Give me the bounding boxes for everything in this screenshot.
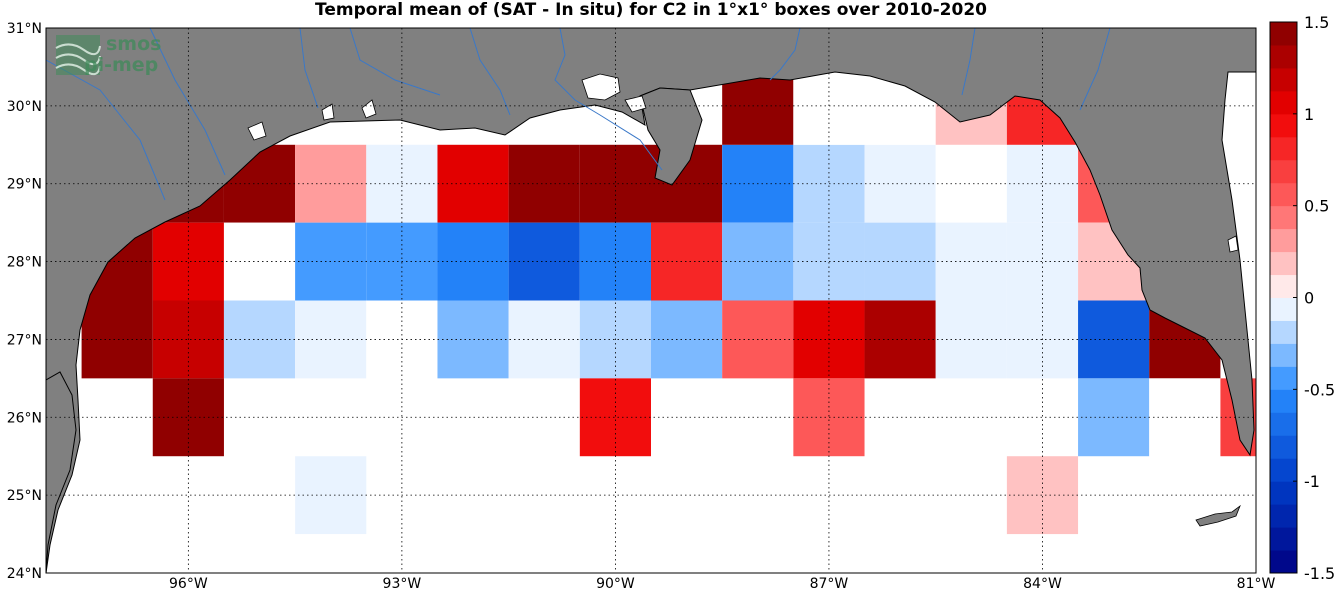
- longitude-tick-label: 87°W: [810, 576, 849, 592]
- graticule: [46, 28, 1256, 573]
- data-cell: [1006, 222, 1079, 301]
- brazos-river: [149, 27, 226, 176]
- mississippi-river: [554, 27, 663, 171]
- latitude-tick-label: 25°N: [7, 488, 42, 504]
- lakes: [247, 73, 1239, 253]
- mobile-river: [769, 27, 801, 81]
- data-cell: [1006, 144, 1079, 223]
- colorbar-segment: [1270, 44, 1297, 69]
- colorbar-label: 0.5: [1304, 197, 1329, 216]
- latitude-tick-labels: 24°N 25°N 26°N 27°N 28°N 29°N 30°N 31°N: [7, 21, 42, 582]
- colorbar-segment: [1270, 550, 1297, 574]
- colorbar-segment: [1270, 458, 1297, 482]
- land-masses: [46, 28, 1256, 573]
- lake-okeechobee: [1227, 235, 1239, 253]
- colorbar-segment: [1270, 228, 1297, 253]
- us-coast-land: [46, 28, 1256, 573]
- smos-pimep-logo: smos pi-mep: [55, 33, 161, 76]
- colorbar-segment: [1270, 412, 1297, 436]
- galveston-bay: [247, 121, 267, 141]
- colorbar-segment: [1270, 113, 1297, 138]
- logo-text-pimep: pi-mep: [84, 54, 158, 76]
- colorbar-segment: [1270, 251, 1297, 276]
- colorbar-segment: [1270, 527, 1297, 551]
- apalachicola-river: [961, 27, 976, 96]
- colorbar-segment: [1270, 136, 1297, 161]
- colorbar-segment: [1270, 366, 1297, 390]
- colorbar-label: -1: [1304, 472, 1320, 491]
- data-cell: [651, 222, 723, 301]
- logo-wave-lines-icon: [55, 43, 101, 76]
- data-cell: [935, 300, 1007, 379]
- data-cell: [793, 378, 865, 457]
- lake-calcasieu: [361, 99, 377, 119]
- latitude-tick-label: 26°N: [7, 410, 42, 426]
- colorbar-segment: [1270, 159, 1297, 184]
- colorbar-segment: [1270, 205, 1297, 230]
- latitude-tick-label: 27°N: [7, 332, 42, 348]
- logo-text-smos: smos: [106, 33, 161, 55]
- longitude-tick-label: 96°W: [169, 576, 208, 592]
- data-cell: [1006, 456, 1079, 535]
- latitude-tick-label: 24°N: [7, 566, 42, 582]
- suwannee-river: [1079, 27, 1111, 111]
- colorbar-labels: 1.5 1 0.5 0 -0.5 -1 -1.5: [1293, 13, 1335, 583]
- data-cell: [437, 144, 509, 223]
- colorbar-segment: [1270, 22, 1297, 46]
- colorbar-label: 1: [1304, 105, 1314, 124]
- atchafalaya-river: [469, 27, 511, 116]
- colorbar-segment: [1270, 90, 1297, 115]
- longitude-tick-label: 90°W: [596, 576, 635, 592]
- data-cell: [437, 222, 509, 301]
- lake-sabine: [321, 103, 335, 121]
- data-cell: [935, 144, 1007, 223]
- data-cell: [508, 222, 580, 301]
- data-cell: [223, 222, 296, 301]
- colorbar: [1269, 21, 1298, 574]
- data-cell: [793, 222, 865, 301]
- lake-pontchartrain: [581, 73, 621, 101]
- sabine-river: [299, 27, 319, 109]
- mexico-coast-land: [46, 371, 77, 573]
- data-cell: [437, 300, 509, 379]
- longitude-tick-label: 93°W: [383, 576, 422, 592]
- colorbar-segment: [1270, 504, 1297, 528]
- colorbar-label: 0: [1304, 289, 1314, 308]
- colorbar-segment: [1270, 274, 1297, 298]
- colorbar-segment: [1270, 343, 1297, 367]
- latitude-tick-label: 31°N: [7, 21, 42, 37]
- data-cell: [223, 300, 296, 379]
- colorbar-label: -0.5: [1304, 380, 1335, 399]
- colorbar-label: -1.5: [1304, 564, 1335, 583]
- colorbar-label: 1.5: [1304, 13, 1329, 32]
- florida-keys-land: [1195, 504, 1241, 527]
- latitude-tick-label: 30°N: [7, 99, 42, 115]
- data-cell: [935, 222, 1007, 301]
- map-title: Temporal mean of (SAT - In situ) for C2 …: [315, 0, 987, 20]
- red-river: [349, 27, 441, 96]
- longitude-tick-labels: 96°W 93°W 90°W 87°W 84°W 81°W: [169, 576, 1275, 592]
- data-cell: [793, 144, 865, 223]
- latitude-tick-label: 28°N: [7, 255, 42, 271]
- longitude-tick-label: 84°W: [1023, 576, 1062, 592]
- colorbar-segment: [1270, 320, 1297, 344]
- latitude-tick-label: 29°N: [7, 177, 42, 193]
- colorbar-segment: [1270, 297, 1297, 321]
- colorbar-segment: [1270, 182, 1297, 207]
- colorbar-segment: [1270, 389, 1297, 413]
- colorbar-segment: [1270, 435, 1297, 459]
- data-cell: [508, 300, 580, 379]
- data-cell: [651, 300, 723, 379]
- mississippi-delta-land: [639, 87, 703, 186]
- lake-borgne: [624, 95, 647, 113]
- map-frame: [45, 27, 1257, 574]
- data-cell: [508, 144, 580, 223]
- colorbar-segment: [1270, 481, 1297, 505]
- colorbar-segment: [1270, 67, 1297, 92]
- longitude-tick-label: 81°W: [1237, 576, 1276, 592]
